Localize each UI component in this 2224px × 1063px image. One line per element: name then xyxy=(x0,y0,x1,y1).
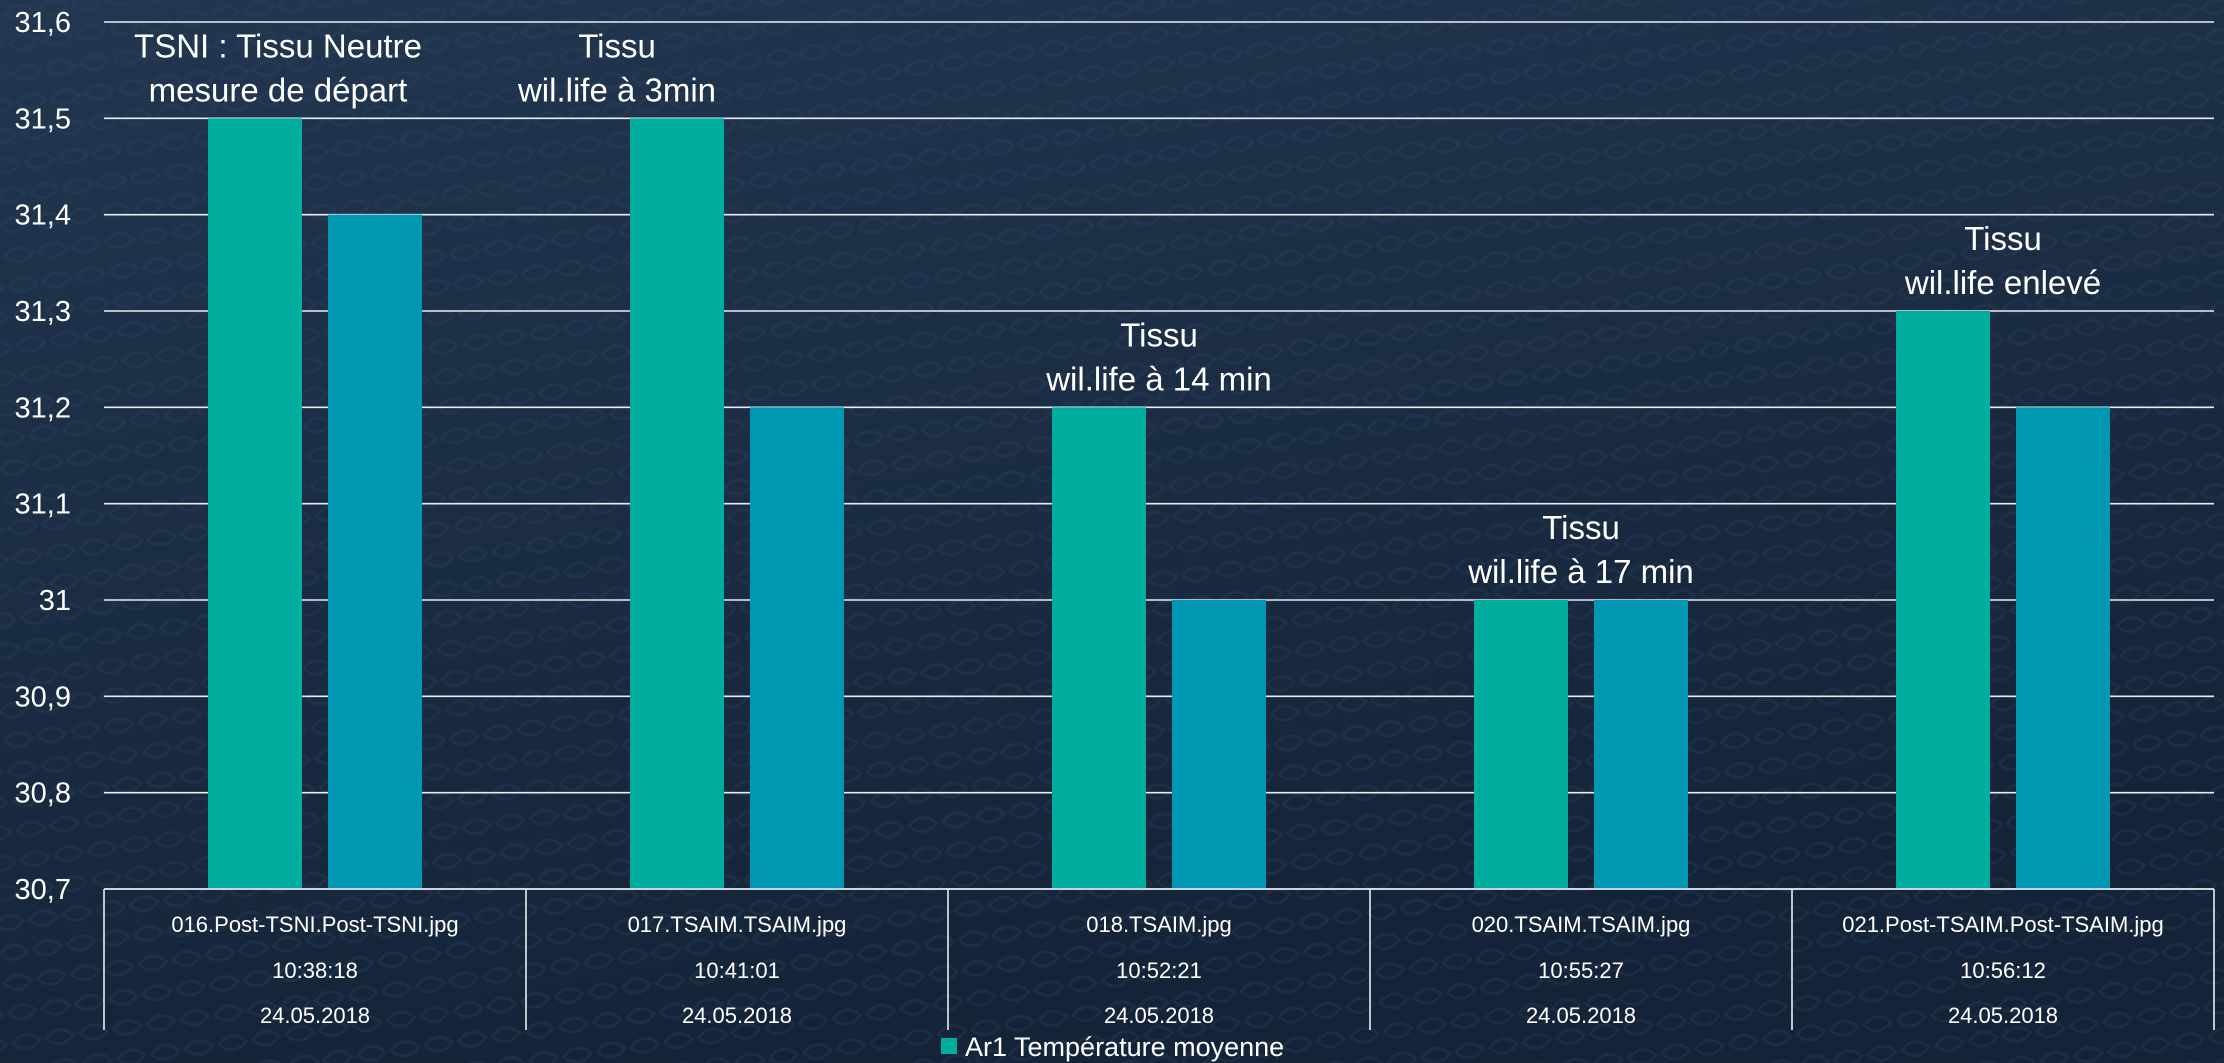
x-tick-label-time: 10:55:27 xyxy=(1538,958,1624,983)
legend-label-series-1: Ar1 Température moyenne xyxy=(965,1032,1284,1062)
bar-annotation-label: Tissu xyxy=(1120,316,1198,353)
x-tick-label-date: 24.05.2018 xyxy=(260,1003,370,1028)
y-tick-label: 31,3 xyxy=(15,296,71,328)
bar-annotation-label: wil.life à 14 min xyxy=(1045,360,1272,397)
x-tick-label-time: 10:38:18 xyxy=(272,958,358,983)
x-tick-label-time: 10:56:12 xyxy=(1960,958,2046,983)
x-tick-label-time: 10:41:01 xyxy=(694,958,780,983)
bar-series-2 xyxy=(750,407,844,889)
bar-annotation-label: Tissu xyxy=(1542,509,1620,546)
y-tick-label: 31,1 xyxy=(15,489,71,521)
bar-annotation-label: wil.life à 17 min xyxy=(1467,553,1694,590)
bar-series-1 xyxy=(1052,407,1146,889)
bar-annotations: TSNI : Tissu Neutre mesure de départ Tissu… xyxy=(134,27,2101,590)
bar-series-2 xyxy=(328,214,422,889)
bar-annotation-label: wil.life à 3min xyxy=(517,71,716,108)
x-tick-label-date: 24.05.2018 xyxy=(682,1003,792,1028)
bar-series-2 xyxy=(1594,600,1688,889)
y-tick-label: 31 xyxy=(39,585,71,617)
y-tick-label: 30,7 xyxy=(15,874,71,906)
x-tick-label-file: 016.Post-TSNI.Post-TSNI.jpg xyxy=(171,912,458,937)
bar-annotation-label: Tissu xyxy=(1964,220,2042,257)
y-tick-label: 31,2 xyxy=(15,392,71,424)
x-tick-label-date: 24.05.2018 xyxy=(1948,1003,2058,1028)
bar-series-1 xyxy=(1896,311,1990,889)
bar-annotation-label: TSNI : Tissu Neutre xyxy=(134,27,422,64)
bars xyxy=(208,118,2110,890)
bar-annotation-label: Tissu xyxy=(578,27,656,64)
y-tick-label: 30,9 xyxy=(15,681,71,713)
legend: Ar1 Température moyenne xyxy=(941,1032,1284,1062)
bar-series-2 xyxy=(1172,600,1266,889)
y-tick-label: 31,5 xyxy=(15,103,71,135)
x-tick-label-file: 017.TSAIM.TSAIM.jpg xyxy=(628,912,847,937)
x-tick-label-file: 021.Post-TSAIM.Post-TSAIM.jpg xyxy=(1842,912,2164,937)
y-tick-label: 30,8 xyxy=(15,778,71,810)
bar-series-1 xyxy=(1474,600,1568,889)
y-tick-label: 31,4 xyxy=(15,200,71,232)
x-tick-label-time: 10:52:21 xyxy=(1116,958,1202,983)
x-tick-label-file: 020.TSAIM.TSAIM.jpg xyxy=(1472,912,1691,937)
bar-series-1 xyxy=(630,118,724,890)
y-axis-tick-labels: 31,6 31,5 31,4 31,3 31,2 31,1 31 30,9 30,8 30,7 xyxy=(15,7,71,906)
x-tick-label-date: 24.05.2018 xyxy=(1104,1003,1214,1028)
y-tick-label: 31,6 xyxy=(15,7,71,39)
bar-annotation-label: mesure de départ xyxy=(149,71,408,108)
legend-swatch-series-1 xyxy=(941,1038,957,1054)
x-tick-label-date: 24.05.2018 xyxy=(1526,1003,1636,1028)
bar-series-1 xyxy=(208,118,302,890)
x-tick-label-file: 018.TSAIM.jpg xyxy=(1086,912,1232,937)
gridlines xyxy=(104,21,2214,890)
x-axis: 016.Post-TSNI.Post-TSNI.jpg 10:38:18 24.05… xyxy=(103,888,2215,1030)
bar-annotation-label: wil.life enlevé xyxy=(1904,264,2101,301)
bar-series-2 xyxy=(2016,407,2110,889)
